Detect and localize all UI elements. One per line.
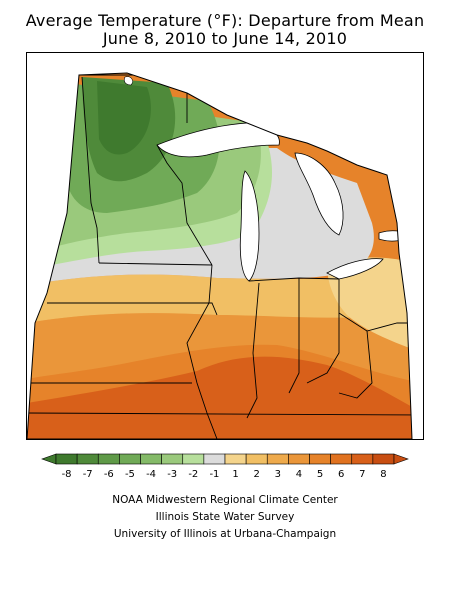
legend-label: -4 bbox=[146, 469, 156, 480]
legend-swatch bbox=[161, 453, 184, 465]
legend-swatch bbox=[119, 453, 141, 465]
legend-label: 4 bbox=[296, 469, 302, 480]
legend-label: 7 bbox=[359, 469, 365, 480]
legend-swatch bbox=[182, 453, 205, 465]
legend-swatch bbox=[245, 453, 268, 465]
lake-superior bbox=[156, 122, 280, 158]
legend-arrow-right bbox=[393, 453, 409, 465]
legend-label: 8 bbox=[380, 469, 386, 480]
band-deep-orange bbox=[27, 356, 412, 439]
legend-label: 3 bbox=[275, 469, 281, 480]
legend-label: -5 bbox=[125, 469, 135, 480]
legend-swatch bbox=[309, 453, 331, 465]
band-darkest-green bbox=[97, 81, 151, 155]
legend-swatch bbox=[97, 453, 120, 465]
midwest-temperature-map bbox=[27, 72, 413, 439]
legend-label: -7 bbox=[83, 469, 93, 480]
legend-swatches bbox=[41, 453, 409, 465]
legend-arrow-left bbox=[41, 453, 57, 465]
credit-line-1: NOAA Midwestern Regional Climate Center bbox=[112, 494, 338, 506]
map-date-range: June 8, 2010 to June 14, 2010 bbox=[102, 29, 348, 48]
legend-swatch bbox=[224, 453, 247, 465]
legend-swatch bbox=[330, 453, 353, 465]
legend-label: 6 bbox=[338, 469, 344, 480]
map-frame bbox=[26, 52, 424, 440]
legend-label: -6 bbox=[104, 469, 114, 480]
legend-swatch bbox=[351, 453, 374, 465]
legend-label: 2 bbox=[254, 469, 260, 480]
legend-label: -2 bbox=[188, 469, 198, 480]
band-orange bbox=[27, 313, 412, 383]
legend-swatch bbox=[372, 453, 395, 465]
color-legend: -8 -7 -6 -5 -4 -3 -2 -1 1 2 3 4 5 6 7 8 bbox=[41, 453, 409, 480]
legend-swatch bbox=[288, 453, 310, 465]
legend-labels: -8 -7 -6 -5 -4 -3 -2 -1 1 2 3 4 5 6 7 8 bbox=[62, 469, 387, 480]
map-title: Average Temperature (°F): Departure from… bbox=[25, 11, 425, 30]
band-light-orange bbox=[27, 273, 412, 323]
lake-erie bbox=[326, 258, 384, 280]
credit-line-3: University of Illinois at Urbana-Champai… bbox=[113, 528, 337, 540]
region-outline bbox=[27, 72, 413, 439]
lake-of-the-woods bbox=[123, 76, 133, 86]
band-pale-orange-east bbox=[327, 257, 412, 353]
lake-ontario bbox=[378, 230, 412, 242]
lake-huron bbox=[294, 152, 344, 236]
legend-label: -1 bbox=[209, 469, 219, 480]
legend-swatch bbox=[266, 453, 289, 465]
legend-label: -8 bbox=[62, 469, 72, 480]
legend-label: -3 bbox=[167, 469, 177, 480]
legend-swatch bbox=[203, 453, 226, 465]
legend-swatch bbox=[76, 453, 99, 465]
legend-label: 1 bbox=[232, 469, 238, 480]
legend-swatch bbox=[140, 453, 162, 465]
credit-line-2: Illinois State Water Survey bbox=[155, 511, 295, 523]
legend-label: 5 bbox=[317, 469, 323, 480]
legend-swatch bbox=[55, 453, 78, 465]
